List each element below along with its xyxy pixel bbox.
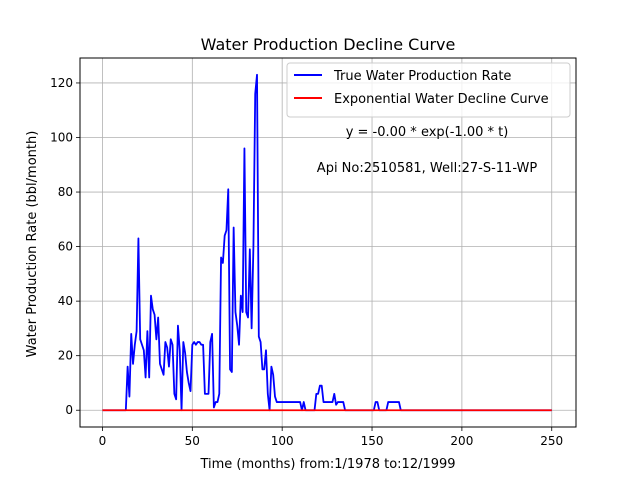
x-tick-label: 0 — [99, 434, 107, 448]
legend-label-true-rate: True Water Production Rate — [333, 69, 511, 84]
y-tick-label: 80 — [58, 185, 73, 199]
x-axis-ticks: 0 50 100 150 200 250 — [99, 427, 563, 448]
y-tick-label: 0 — [65, 403, 73, 417]
x-tick-label: 250 — [540, 434, 563, 448]
equation-annotation: y = -0.00 * exp(-1.00 * t) — [346, 125, 509, 140]
y-tick-label: 100 — [50, 131, 73, 145]
x-tick-label: 100 — [271, 434, 294, 448]
y-axis-ticks: 0 20 40 60 80 100 120 — [50, 76, 80, 417]
x-tick-label: 200 — [450, 434, 473, 448]
y-tick-label: 60 — [58, 240, 73, 254]
x-axis-label: Time (months) from:1/1978 to:12/1999 — [199, 457, 455, 472]
y-axis-label: Water Production Rate (bbl/month) — [25, 131, 40, 358]
y-tick-label: 20 — [58, 349, 73, 363]
series-lines — [102, 73, 552, 412]
legend-box — [286, 62, 571, 118]
x-tick-label: 150 — [361, 434, 384, 448]
y-tick-label: 120 — [50, 76, 73, 90]
well-annotation: Api No:2510581, Well:27-S-11-WP — [317, 161, 538, 176]
chart-title: Water Production Decline Curve — [201, 35, 456, 54]
legend: True Water Production Rate Exponential W… — [286, 62, 571, 118]
y-tick-label: 40 — [58, 294, 73, 308]
legend-label-exponential: Exponential Water Decline Curve — [334, 92, 549, 107]
x-tick-label: 50 — [185, 434, 200, 448]
plot-frame — [79, 57, 577, 428]
true-water-production-line — [102, 73, 552, 412]
